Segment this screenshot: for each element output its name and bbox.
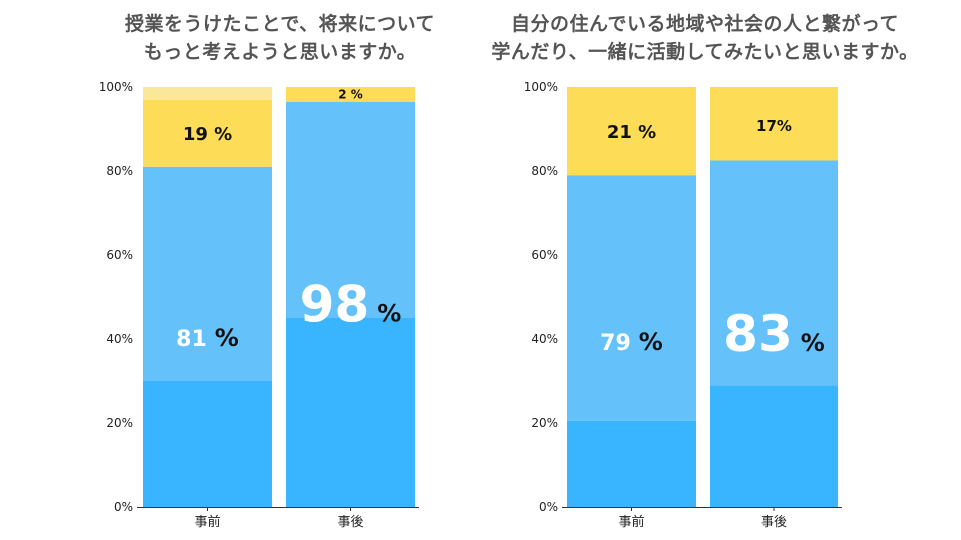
chart-1-ytick: 20% [106, 416, 133, 430]
chart-2-bar-strong-positive [567, 420, 696, 507]
chart-1-ytick: 0% [114, 500, 133, 514]
chart-2-title-line: 自分の住んでいる地域や社会の人と繋がって [510, 13, 900, 35]
chart-1-title: 授業をうけたことで、将来について もっと考えようと思いますか。 [90, 10, 470, 66]
chart-1-ytick: 60% [106, 248, 133, 262]
chart-2-category-label: 事前 [618, 514, 644, 530]
chart-1-bar-strong-positive [143, 381, 272, 507]
chart-1-ytick: 40% [106, 332, 133, 346]
chart-2-bar-strong-positive [710, 385, 838, 507]
chart-1-negative-label: 2 % [338, 87, 363, 101]
chart-2-negative-label: 17% [756, 117, 792, 135]
chart-2-ytick: 80% [531, 164, 558, 178]
chart-2-negative-label: 21 % [607, 122, 656, 143]
chart-1-bar-positive [143, 166, 272, 381]
chart-2-ytick: 20% [531, 416, 558, 430]
chart-2-bar-positive [710, 160, 838, 386]
chart-2-ytick: 100% [524, 80, 558, 94]
chart-1-bar-negative [143, 99, 272, 167]
chart-2-category-label: 事後 [761, 515, 787, 530]
chart-2-bar-negative [710, 87, 838, 161]
chart-1-negative-label: 19 % [183, 124, 232, 145]
chart-1-title-line: もっと考えようと思いますか。 [143, 41, 417, 63]
chart-1-bar-positive [286, 101, 415, 318]
chart-1-positive-label: 81% [176, 324, 239, 352]
chart-2-bar-negative [567, 87, 696, 176]
chart-1-ytick: 80% [106, 164, 133, 178]
chart-2-bar-positive [567, 175, 696, 421]
chart-2-ytick: 60% [531, 248, 558, 262]
chart-1-bar-strong-negative [143, 87, 272, 100]
chart-1-category-label: 事前 [194, 514, 220, 530]
chart-2-positive-label: 83% [723, 305, 825, 363]
chart-1-title-line: 授業をうけたことで、将来について [124, 13, 436, 35]
chart-2-ytick: 0% [539, 500, 558, 514]
chart-1-bar-strong-positive [286, 318, 415, 507]
chart-1-ytick: 100% [99, 80, 133, 94]
chart-1-positive-label: 98% [300, 275, 402, 333]
chart-1-bar-negative [286, 87, 415, 102]
chart-2-title: 自分の住んでいる地域や社会の人と繋がって 学んだり、一緒に活動してみたいと思います… [470, 10, 940, 66]
chart-1-category-label: 事後 [337, 515, 363, 530]
chart-2-title-line: 学んだり、一緒に活動してみたいと思いますか。 [491, 41, 919, 63]
chart-2-ytick: 40% [531, 332, 558, 346]
chart-2-positive-label: 79% [600, 328, 663, 356]
